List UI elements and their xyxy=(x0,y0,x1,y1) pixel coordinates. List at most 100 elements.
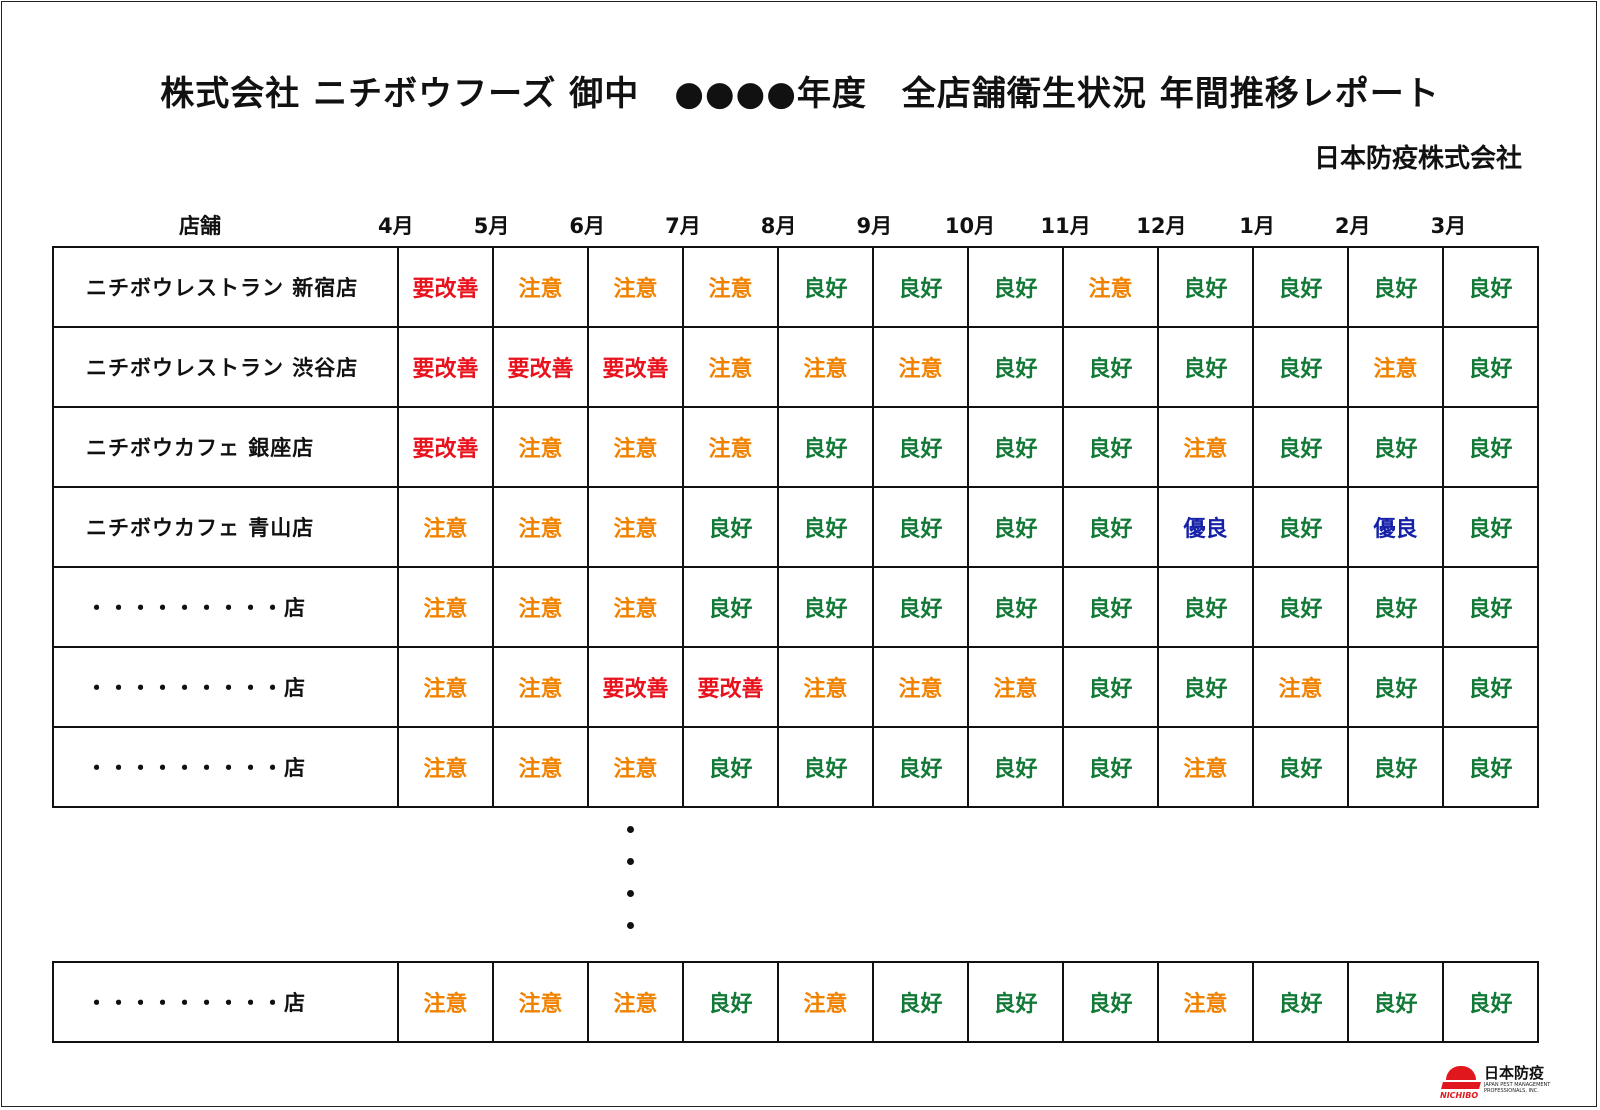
status-cell: 良好 xyxy=(1347,726,1444,808)
status-cell: 良好 xyxy=(777,406,874,488)
status-cell: 良好 xyxy=(1252,406,1349,488)
status-cell: 良好 xyxy=(1442,486,1539,568)
status-cell: 注意 xyxy=(682,326,779,408)
header-month: 2月 xyxy=(1334,214,1371,238)
store-name: ニチボウカフェ 青山店 xyxy=(52,486,399,568)
status-cell: 注意 xyxy=(1157,406,1254,488)
status-cell: 要改善 xyxy=(587,646,684,728)
table-row: ・・・・・・・・・店 注意 注意 要改善 要改善 注意 注意 注意 良好 良好 注意 良好 良好 xyxy=(52,646,1539,728)
status-cell: 注意 xyxy=(492,406,589,488)
status-cell: 良好 xyxy=(967,961,1064,1043)
status-cell: 注意 xyxy=(587,246,684,328)
status-cell: 良好 xyxy=(1442,406,1539,488)
status-cell: 良好 xyxy=(1062,566,1159,648)
status-cell: 注意 xyxy=(492,486,589,568)
status-cell: 良好 xyxy=(872,961,969,1043)
table-row: ニチボウレストラン 渋谷店 要改善 要改善 要改善 注意 注意 注意 良好 良好 良好 良好 注意 良好 xyxy=(52,326,1539,408)
status-table-last: ・・・・・・・・・店 注意 注意 注意 良好 注意 良好 良好 良好 注意 良好 良好 良好 xyxy=(52,961,1539,1043)
status-cell: 良好 xyxy=(682,961,779,1043)
status-cell: 良好 xyxy=(1252,486,1349,568)
store-name: ・・・・・・・・・店 xyxy=(52,961,399,1043)
status-cell: 良好 xyxy=(777,726,874,808)
status-cell: 良好 xyxy=(777,486,874,568)
status-cell: 要改善 xyxy=(492,326,589,408)
status-cell: 良好 xyxy=(872,566,969,648)
status-cell: 良好 xyxy=(1157,326,1254,408)
status-cell: 良好 xyxy=(1157,246,1254,328)
status-cell: 注意 xyxy=(587,726,684,808)
logo-en: JAPAN PEST MANAGEMENT PROFESSIONALS, INC… xyxy=(1484,1082,1551,1094)
header-month: 11月 xyxy=(1040,214,1091,238)
status-cell: 要改善 xyxy=(397,326,494,408)
logo-jp: 日本防疫 xyxy=(1484,1064,1545,1082)
header-month: 4月 xyxy=(378,214,414,238)
status-cell: 注意 xyxy=(587,961,684,1043)
status-cell: 良好 xyxy=(1157,646,1254,728)
status-cell: 良好 xyxy=(1347,646,1444,728)
table-row: ・・・・・・・・・店 注意 注意 注意 良好 良好 良好 良好 良好 良好 良好 良好 良好 xyxy=(52,566,1539,648)
nichibo-logo: NICHIBO 日本防疫 JAPAN PEST MANAGEMENT PROFE… xyxy=(1440,1064,1586,1102)
dot xyxy=(627,826,634,833)
status-cell: 良好 xyxy=(1442,726,1539,808)
status-cell: 良好 xyxy=(1347,406,1444,488)
status-cell: 良好 xyxy=(967,326,1064,408)
status-cell: 注意 xyxy=(397,646,494,728)
status-cell: 注意 xyxy=(492,246,589,328)
status-cell: 優良 xyxy=(1347,486,1444,568)
status-cell: 良好 xyxy=(1062,961,1159,1043)
status-cell: 良好 xyxy=(1252,246,1349,328)
logo-band-icon xyxy=(1441,1082,1481,1089)
status-cell: 注意 xyxy=(587,566,684,648)
dot xyxy=(627,858,634,865)
status-cell: 良好 xyxy=(1062,406,1159,488)
status-cell: 注意 xyxy=(397,566,494,648)
table-row: ニチボウカフェ 銀座店 要改善 注意 注意 注意 良好 良好 良好 良好 注意 良好 良好 良好 xyxy=(52,406,1539,488)
status-cell: 注意 xyxy=(967,646,1064,728)
status-cell: 要改善 xyxy=(397,406,494,488)
status-cell: 良好 xyxy=(967,406,1064,488)
status-cell: 注意 xyxy=(1062,246,1159,328)
header-month: 7月 xyxy=(665,214,701,238)
store-name: ・・・・・・・・・店 xyxy=(52,566,399,648)
status-cell: 注意 xyxy=(1347,326,1444,408)
status-table: ニチボウレストラン 新宿店 要改善 注意 注意 注意 良好 良好 良好 注意 良好 良好 良好 良好 ニチ… xyxy=(52,246,1539,808)
status-cell: 良好 xyxy=(1347,246,1444,328)
status-cell: 要改善 xyxy=(397,246,494,328)
status-cell: 良好 xyxy=(872,406,969,488)
table-row: ・・・・・・・・・店 注意 注意 注意 良好 注意 良好 良好 良好 注意 良好 良好 良好 xyxy=(52,961,1539,1043)
status-cell: 良好 xyxy=(1442,961,1539,1043)
header-month: 8月 xyxy=(760,214,797,238)
status-cell: 良好 xyxy=(1347,961,1444,1043)
status-cell: 良好 xyxy=(1252,566,1349,648)
status-cell: 良好 xyxy=(682,486,779,568)
dot xyxy=(627,922,634,929)
status-cell: 注意 xyxy=(872,646,969,728)
header-store: 店舗 xyxy=(179,214,221,238)
status-cell: 良好 xyxy=(1062,326,1159,408)
status-cell: 注意 xyxy=(397,486,494,568)
dot xyxy=(627,890,634,897)
store-name: ニチボウレストラン 渋谷店 xyxy=(52,326,399,408)
logo-dome-icon xyxy=(1446,1066,1476,1080)
header-month: 3月 xyxy=(1430,214,1467,238)
status-cell: 要改善 xyxy=(682,646,779,728)
status-cell: 注意 xyxy=(1252,646,1349,728)
status-cell: 良好 xyxy=(1347,566,1444,648)
status-cell: 注意 xyxy=(587,486,684,568)
status-cell: 良好 xyxy=(1157,566,1254,648)
logo-brand: NICHIBO xyxy=(1440,1091,1479,1100)
header-month: 9月 xyxy=(856,214,893,238)
status-cell: 良好 xyxy=(777,246,874,328)
status-cell: 注意 xyxy=(397,961,494,1043)
status-cell: 注意 xyxy=(492,646,589,728)
status-cell: 良好 xyxy=(1252,961,1349,1043)
status-cell: 良好 xyxy=(777,566,874,648)
status-cell: 良好 xyxy=(1062,646,1159,728)
status-cell: 注意 xyxy=(682,406,779,488)
status-cell: 注意 xyxy=(777,961,874,1043)
status-cell: 良好 xyxy=(1442,326,1539,408)
status-cell: 良好 xyxy=(1252,326,1349,408)
company-name: 日本防疫株式会社 xyxy=(1313,144,1522,174)
status-cell: 注意 xyxy=(492,726,589,808)
